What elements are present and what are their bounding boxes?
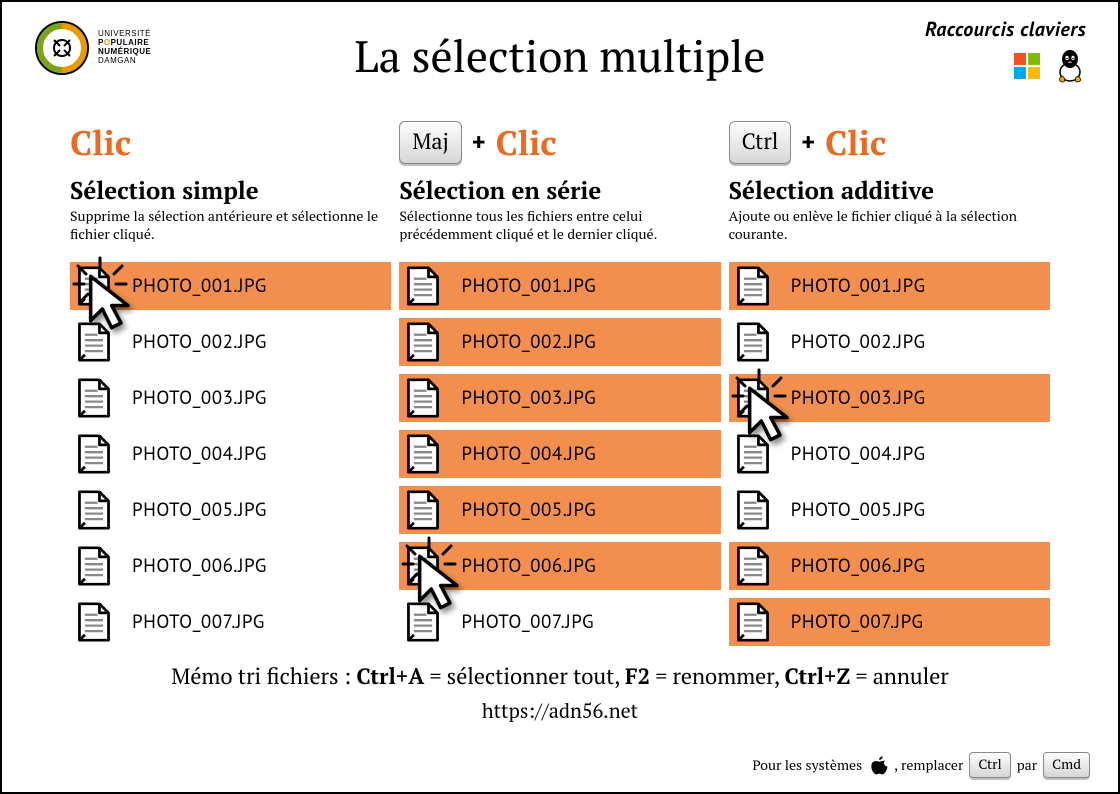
key-maj: Maj [399,121,462,164]
file-name: PHOTO_004.JPG [132,442,267,466]
file-icon [74,322,114,362]
file-name: PHOTO_001.JPG [461,274,596,298]
file-row[interactable]: PHOTO_003.JPG [399,374,720,422]
column: Ctrl + Clic Sélection additiveAjoute ou enl… [729,120,1050,654]
file-name: PHOTO_003.JPG [461,386,596,410]
header: UNIVERSITÉ POPULAIRE NUMÉRIQUE DAMGAN Ra… [30,20,1090,102]
file-icon [733,434,773,474]
file-icon [74,602,114,642]
file-list: PHOTO_001.JPG PHOTO_002.JPG PHOTO_003.JPG P… [399,262,720,646]
file-icon [733,322,773,362]
file-icon [733,490,773,530]
file-icon [403,602,443,642]
file-name: PHOTO_006.JPG [132,554,267,578]
column-header: Maj + Clic [399,120,720,164]
key-cmd: Cmd [1043,752,1090,778]
infographic-page: UNIVERSITÉ POPULAIRE NUMÉRIQUE DAMGAN Ra… [0,0,1120,794]
file-row[interactable]: PHOTO_003.JPG [70,374,391,422]
plus-sign: + [801,126,815,159]
key-ctrl: Ctrl [729,121,792,164]
file-name: PHOTO_001.JPG [132,274,267,298]
file-row[interactable]: PHOTO_007.JPG [399,598,720,646]
file-icon [403,266,443,306]
file-icon [74,378,114,418]
footer-note: Pour les systèmes , remplacer Ctrl par C… [752,752,1090,778]
file-row[interactable]: PHOTO_005.JPG [70,486,391,534]
file-row[interactable]: PHOTO_007.JPG [70,598,391,646]
file-icon [403,434,443,474]
file-row[interactable]: PHOTO_006.JPG [399,542,720,590]
file-row[interactable]: PHOTO_006.JPG [70,542,391,590]
page-title: La sélection multiple [30,26,1090,85]
memo-line: Mémo tri fichiers : Ctrl+A = sélectionne… [30,662,1090,691]
column-desc: Ajoute ou enlève le fichier cliqué à la … [729,208,1050,246]
file-name: PHOTO_002.JPG [461,330,596,354]
file-name: PHOTO_005.JPG [791,498,926,522]
file-name: PHOTO_002.JPG [132,330,267,354]
file-row[interactable]: PHOTO_004.JPG [70,430,391,478]
footer-sep: par [1017,756,1037,775]
url-line: https://adn56.net [30,697,1090,724]
column-header: Ctrl + Clic [729,120,1050,164]
file-icon [74,490,114,530]
file-name: PHOTO_003.JPG [791,386,926,410]
file-row[interactable]: PHOTO_001.JPG [399,262,720,310]
file-row[interactable]: PHOTO_002.JPG [729,318,1050,366]
file-icon [74,546,114,586]
column-subtitle: Sélection additive [729,174,1050,206]
clic-label: Clic [70,120,131,165]
file-row[interactable]: PHOTO_004.JPG [399,430,720,478]
file-icon [403,490,443,530]
file-icon [733,602,773,642]
column-subtitle: Sélection simple [70,174,391,206]
footer-mid: , remplacer [894,756,963,775]
file-row[interactable]: PHOTO_002.JPG [70,318,391,366]
file-row[interactable]: PHOTO_001.JPG [70,262,391,310]
file-row[interactable]: PHOTO_001.JPG [729,262,1050,310]
file-list: PHOTO_001.JPG PHOTO_002.JPG PHOTO_003.JPG P… [729,262,1050,646]
file-name: PHOTO_004.JPG [461,442,596,466]
plus-sign: + [472,126,486,159]
file-icon [733,546,773,586]
file-row[interactable]: PHOTO_005.JPG [729,486,1050,534]
column: Maj + Clic Sélection en sérieSélectionne to… [399,120,720,654]
file-name: PHOTO_007.JPG [791,610,924,634]
file-name: PHOTO_005.JPG [461,498,596,522]
file-icon [403,322,443,362]
file-name: PHOTO_006.JPG [461,554,596,578]
clic-label: Clic [496,120,557,165]
key-ctrl: Ctrl [969,752,1010,778]
column-subtitle: Sélection en série [399,174,720,206]
file-row[interactable]: PHOTO_003.JPG [729,374,1050,422]
file-row[interactable]: PHOTO_002.JPG [399,318,720,366]
file-row[interactable]: PHOTO_006.JPG [729,542,1050,590]
file-name: PHOTO_007.JPG [132,610,265,634]
columns: Clic Sélection simpleSupprime la sélectio… [30,120,1090,654]
file-row[interactable]: PHOTO_005.JPG [399,486,720,534]
column-header: Clic [70,120,391,164]
file-icon [74,434,114,474]
file-icon [733,266,773,306]
file-row[interactable]: PHOTO_004.JPG [729,430,1050,478]
apple-icon [868,754,888,776]
file-name: PHOTO_005.JPG [132,498,267,522]
file-icon [74,266,114,306]
file-row[interactable]: PHOTO_007.JPG [729,598,1050,646]
file-list: PHOTO_001.JPG PHOTO_002.JPG PHOTO_003.JPG P… [70,262,391,646]
file-icon [403,546,443,586]
column: Clic Sélection simpleSupprime la sélectio… [70,120,391,654]
file-name: PHOTO_001.JPG [791,274,926,298]
column-desc: Supprime la sélection antérieure et séle… [70,208,391,246]
file-name: PHOTO_003.JPG [132,386,267,410]
file-name: PHOTO_002.JPG [791,330,926,354]
file-name: PHOTO_004.JPG [791,442,926,466]
footer-prefix: Pour les systèmes [752,756,862,775]
file-name: PHOTO_006.JPG [791,554,926,578]
column-desc: Sélectionne tous les fichiers entre celu… [399,208,720,246]
file-icon [403,378,443,418]
file-name: PHOTO_007.JPG [461,610,594,634]
clic-label: Clic [825,120,886,165]
file-icon [733,378,773,418]
